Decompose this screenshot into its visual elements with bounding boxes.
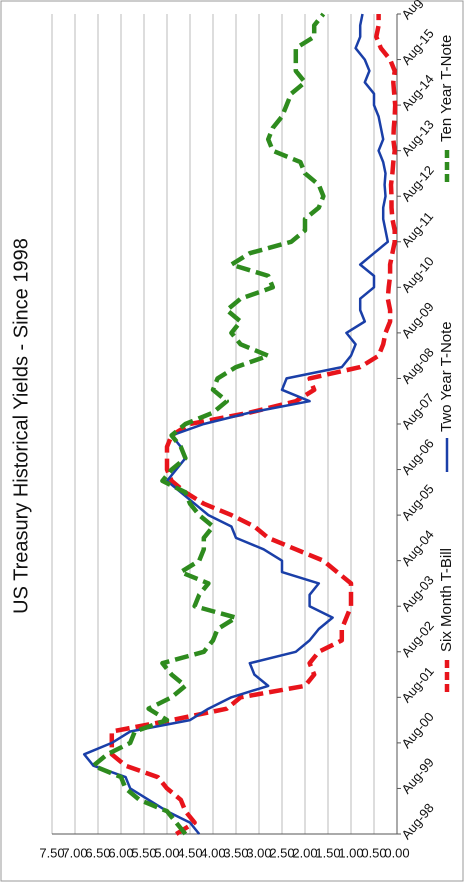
- x-tick-label: Aug-03: [398, 573, 436, 615]
- x-tick-label: Aug-01: [398, 664, 436, 706]
- x-tick-label: Aug-12: [398, 163, 436, 205]
- x-tick-label: Aug-07: [398, 390, 436, 432]
- y-tick-label: 4.50: [177, 845, 202, 860]
- x-tick-label: Aug-13: [398, 117, 436, 159]
- x-tick-label: Aug-00: [398, 709, 436, 751]
- x-tick-label: Aug-98: [398, 800, 436, 842]
- y-tick-label: 4.00: [200, 845, 225, 860]
- legend-label: Two Year T-Note: [438, 321, 455, 432]
- y-tick-label: 5.00: [154, 845, 179, 860]
- y-tick-label: 0.50: [361, 845, 386, 860]
- x-tick-label: Aug-14: [398, 71, 436, 113]
- y-tick-label: 1.00: [338, 845, 363, 860]
- x-tick-label: Aug-05: [398, 481, 436, 523]
- y-tick-label: 1.50: [315, 845, 340, 860]
- x-tick-label: Aug-04: [398, 527, 436, 569]
- y-tick-label: 2.50: [269, 845, 294, 860]
- y-tick-label: 3.50: [223, 845, 248, 860]
- chart-title: US Treasury Historical Yields - Since 19…: [10, 238, 32, 614]
- x-tick-label: Aug-08: [398, 345, 436, 387]
- y-tick-label: 2.00: [292, 845, 317, 860]
- y-tick-label: 5.50: [131, 845, 156, 860]
- y-tick-label: 0.00: [384, 845, 409, 860]
- y-tick-label: 7.00: [62, 845, 87, 860]
- x-tick-label: Aug-11: [398, 209, 436, 250]
- y-tick-label: 7.50: [39, 845, 64, 860]
- y-tick-label: 6.50: [85, 845, 110, 860]
- series-line: [91, 12, 326, 836]
- x-tick-label: Aug-06: [398, 436, 436, 478]
- x-tick-label: Aug-15: [398, 26, 436, 68]
- x-tick-label: Aug-10: [398, 254, 436, 296]
- x-tick-label: Aug-16: [398, 0, 436, 22]
- series-line: [82, 13, 390, 835]
- x-tick-label: Aug-09: [398, 299, 436, 341]
- x-tick-label: Aug-99: [398, 755, 436, 797]
- x-tick-label: Aug-02: [398, 618, 436, 660]
- legend-label: Six Month T-Bill: [438, 548, 455, 652]
- y-tick-label: 6.00: [108, 845, 133, 860]
- series-line: [109, 14, 398, 836]
- legend-label: Ten Year T-Note: [438, 35, 455, 142]
- y-tick-label: 3.00: [246, 845, 271, 860]
